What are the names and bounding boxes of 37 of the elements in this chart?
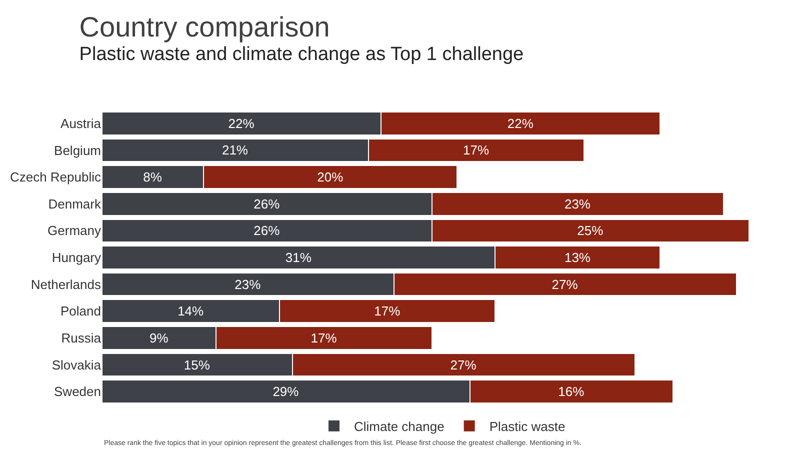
- data-label: 26%: [254, 223, 280, 238]
- legend-label: Climate change: [354, 418, 444, 434]
- data-label: 13%: [564, 250, 591, 265]
- y-tick-label: Slovakia: [52, 357, 102, 372]
- data-label: 15%: [184, 357, 210, 372]
- y-tick-label: Denmark: [48, 196, 102, 212]
- data-label: 23%: [564, 196, 591, 212]
- y-tick-label: Sweden: [54, 384, 101, 400]
- chart-title: Country comparison: [79, 11, 330, 42]
- y-tick-label: Belgium: [54, 142, 101, 158]
- data-label: 16%: [558, 384, 585, 400]
- data-label: 14%: [178, 304, 204, 319]
- legend-label: Plastic waste: [489, 418, 566, 434]
- data-label: 26%: [254, 196, 280, 212]
- data-label: 17%: [374, 304, 401, 319]
- data-label: 23%: [234, 276, 262, 292]
- y-tick-label: Hungary: [52, 250, 102, 266]
- y-tick-label: Poland: [60, 304, 101, 319]
- data-label: 22%: [507, 116, 534, 131]
- y-tick-label: Germany: [48, 223, 102, 238]
- data-label: 9%: [149, 330, 169, 346]
- data-label: 27%: [552, 276, 578, 292]
- data-label: 22%: [228, 116, 255, 131]
- y-tick-label: Russia: [61, 330, 102, 346]
- data-label: 20%: [317, 170, 344, 185]
- y-tick-label: Czech Republic: [10, 170, 102, 185]
- y-tick-label: Austria: [60, 116, 102, 131]
- chart-subtitle: Plastic waste and climate change as Top 1 challenge: [79, 44, 524, 65]
- data-label: 8%: [143, 170, 162, 185]
- data-label: 17%: [310, 330, 338, 346]
- data-label: 27%: [450, 357, 477, 372]
- data-label: 21%: [222, 142, 248, 158]
- data-label: 25%: [577, 223, 604, 238]
- data-label: 31%: [285, 250, 312, 265]
- data-label: 29%: [272, 384, 300, 400]
- data-label: 17%: [462, 142, 490, 158]
- y-tick-label: Netherlands: [30, 276, 102, 292]
